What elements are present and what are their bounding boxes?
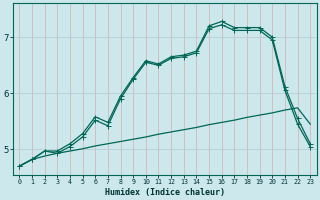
X-axis label: Humidex (Indice chaleur): Humidex (Indice chaleur) [105, 188, 225, 197]
